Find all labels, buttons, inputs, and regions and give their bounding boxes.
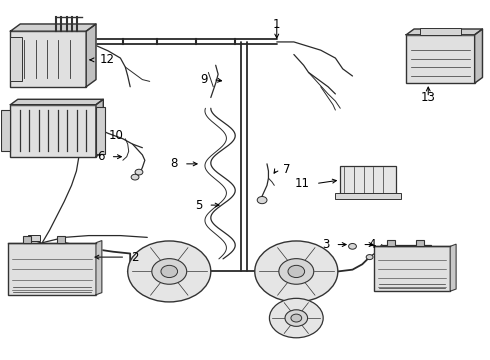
- Circle shape: [270, 298, 323, 338]
- Bar: [406, 35, 475, 83]
- Bar: [8, 243, 96, 295]
- Text: 5: 5: [195, 199, 202, 212]
- Bar: [374, 246, 450, 291]
- Bar: [24, 236, 31, 243]
- Text: 10: 10: [109, 129, 124, 142]
- Polygon shape: [450, 244, 456, 291]
- Polygon shape: [96, 99, 103, 157]
- Circle shape: [131, 174, 139, 180]
- Text: 13: 13: [421, 91, 436, 104]
- Text: 3: 3: [322, 238, 330, 251]
- Text: 9: 9: [200, 73, 207, 86]
- Bar: [420, 28, 461, 35]
- Circle shape: [128, 241, 211, 302]
- Circle shape: [135, 169, 143, 175]
- Polygon shape: [86, 24, 96, 87]
- Text: 1: 1: [273, 18, 280, 31]
- Bar: [10, 31, 86, 87]
- Circle shape: [152, 258, 187, 284]
- Circle shape: [288, 265, 305, 278]
- Text: 7: 7: [283, 163, 290, 176]
- Text: 11: 11: [295, 177, 310, 190]
- Circle shape: [255, 241, 338, 302]
- Circle shape: [291, 314, 302, 322]
- Polygon shape: [10, 24, 96, 31]
- Bar: [27, 234, 40, 241]
- Text: 12: 12: [99, 53, 114, 66]
- Polygon shape: [96, 240, 102, 295]
- Circle shape: [257, 197, 267, 204]
- Circle shape: [285, 310, 308, 327]
- Bar: [387, 240, 395, 246]
- Bar: [57, 236, 65, 243]
- Polygon shape: [475, 29, 483, 83]
- Polygon shape: [406, 29, 483, 35]
- Text: 8: 8: [171, 157, 178, 170]
- Circle shape: [348, 243, 356, 249]
- Bar: [416, 240, 424, 246]
- Bar: [10, 105, 96, 157]
- Circle shape: [366, 255, 373, 260]
- Polygon shape: [10, 99, 103, 105]
- Text: 2: 2: [131, 251, 139, 264]
- Bar: [340, 166, 396, 194]
- Bar: [96, 107, 105, 154]
- Text: 4: 4: [368, 238, 376, 251]
- Bar: [0, 110, 10, 152]
- Bar: [10, 37, 22, 81]
- Circle shape: [161, 265, 177, 278]
- Text: 6: 6: [98, 150, 105, 163]
- Bar: [335, 193, 401, 199]
- Circle shape: [279, 258, 314, 284]
